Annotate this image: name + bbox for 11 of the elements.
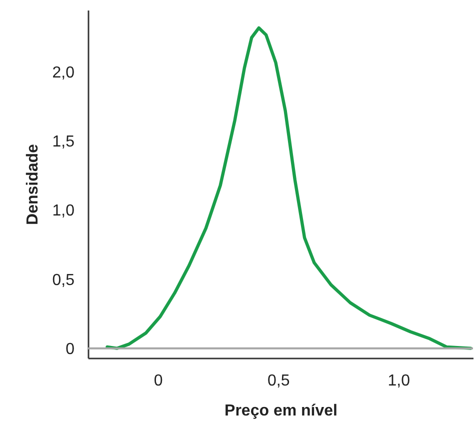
y-tick-label: 0,5 — [52, 272, 75, 289]
x-tick-label: 0 — [154, 372, 163, 390]
line-series — [106, 26, 472, 350]
y-axis-title: Densidade — [24, 144, 42, 225]
x-tick-label: 1,0 — [388, 372, 410, 390]
y-tick-label: 2,0 — [52, 64, 75, 82]
x-axis-title: Preço em nível — [224, 402, 338, 420]
y-tick-label: 0 — [66, 340, 75, 358]
y-tick-label: 1,5 — [52, 134, 75, 151]
y-tick-label: 1,0 — [52, 202, 75, 220]
x-tick-label: 0,5 — [267, 372, 290, 390]
